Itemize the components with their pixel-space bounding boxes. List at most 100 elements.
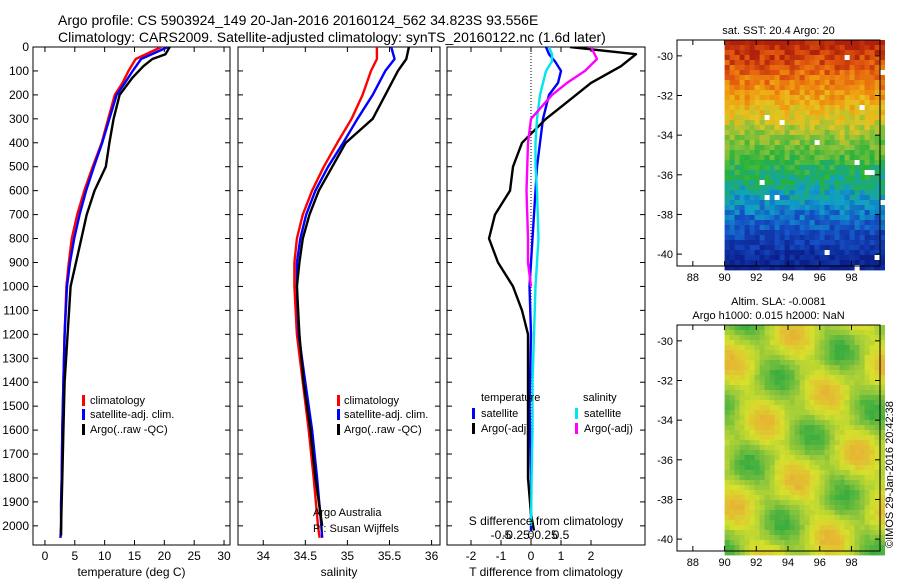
heatmap-cell <box>869 480 875 486</box>
heatmap-cell <box>849 195 855 201</box>
heatmap-cell <box>789 325 795 331</box>
heatmap-cell <box>799 495 805 501</box>
heatmap-cell <box>804 190 810 196</box>
heatmap-cell <box>779 385 785 391</box>
heatmap-cell <box>764 325 770 331</box>
heatmap-cell <box>774 60 780 66</box>
heatmap-cell <box>824 460 830 466</box>
heatmap-cell <box>739 535 745 541</box>
heatmap-cell <box>779 120 785 126</box>
heatmap-cell <box>869 40 875 46</box>
heatmap-cell <box>864 180 870 186</box>
heatmap-cell <box>864 385 870 391</box>
heatmap-cell <box>784 390 790 396</box>
heatmap-cell <box>879 125 885 131</box>
heatmap-cell <box>864 500 870 506</box>
heatmap-cell <box>774 355 780 361</box>
heatmap-cell <box>789 130 795 136</box>
heatmap-cell <box>824 440 830 446</box>
heatmap-cell <box>844 365 850 371</box>
heatmap-cell <box>824 430 830 436</box>
heatmap-cell <box>839 230 845 236</box>
heatmap-cell <box>779 60 785 66</box>
heatmap-cell <box>759 75 765 81</box>
heatmap-cell <box>754 260 760 266</box>
heatmap-cell <box>839 350 845 356</box>
heatmap-cell <box>809 130 815 136</box>
heatmap-cell <box>839 370 845 376</box>
heatmap-cell <box>874 205 880 211</box>
heatmap-cell <box>774 50 780 56</box>
heatmap-cell <box>854 85 860 91</box>
heatmap-cell <box>839 120 845 126</box>
x-tick-label: 35.5 <box>378 549 402 563</box>
heatmap-cell <box>844 440 850 446</box>
heatmap-cell <box>724 165 730 171</box>
heatmap-cell <box>764 75 770 81</box>
heatmap-cell <box>864 425 870 431</box>
heatmap-cell <box>759 195 765 201</box>
heatmap-cell <box>729 265 735 271</box>
heatmap-cell <box>809 65 815 71</box>
heatmap-cell <box>734 225 740 231</box>
heatmap-cell <box>779 360 785 366</box>
heatmap-cell <box>794 70 800 76</box>
heatmap-cell <box>734 170 740 176</box>
heatmap-cell <box>834 215 840 221</box>
heatmap-cell <box>724 405 730 411</box>
heatmap-cell <box>814 505 820 511</box>
heatmap-cell <box>744 185 750 191</box>
heatmap-cell <box>829 375 835 381</box>
heatmap-cell <box>804 165 810 171</box>
heatmap-cell <box>844 150 850 156</box>
heatmap-cell <box>759 205 765 211</box>
heatmap-cell <box>849 470 855 476</box>
heatmap-cell <box>869 200 875 206</box>
heatmap-cell <box>879 245 885 251</box>
heatmap-cell <box>829 95 835 101</box>
heatmap-cell <box>799 450 805 456</box>
heatmap-cell <box>754 235 760 241</box>
heatmap-cell <box>819 425 825 431</box>
heatmap-cell <box>749 180 755 186</box>
heatmap-cell <box>814 130 820 136</box>
heatmap-cell <box>814 440 820 446</box>
heatmap-cell <box>869 115 875 121</box>
heatmap-cell <box>814 150 820 156</box>
heatmap-cell <box>789 370 795 376</box>
heatmap-cell <box>854 540 860 546</box>
heatmap-cell <box>824 500 830 506</box>
heatmap-cell <box>774 525 780 531</box>
heatmap-cell <box>774 45 780 51</box>
heatmap-cell <box>739 330 745 336</box>
heatmap-cell <box>814 195 820 201</box>
heatmap-cell <box>774 160 780 166</box>
heatmap-cell <box>729 325 735 331</box>
heatmap-cell <box>814 340 820 346</box>
heatmap-cell <box>749 415 755 421</box>
y-tick-label: -40 <box>657 249 673 261</box>
heatmap-cell <box>809 455 815 461</box>
heatmap-cell <box>789 200 795 206</box>
heatmap-cell <box>759 220 765 226</box>
heatmap-cell <box>804 100 810 106</box>
heatmap-cell <box>859 145 865 151</box>
heatmap-cell <box>754 370 760 376</box>
heatmap-cell <box>799 150 805 156</box>
heatmap-cell <box>859 160 865 166</box>
heatmap-cell <box>774 80 780 86</box>
heatmap-cell <box>754 455 760 461</box>
heatmap-cell <box>879 70 885 76</box>
heatmap-cell <box>789 440 795 446</box>
heatmap-cell <box>799 180 805 186</box>
heatmap-cell <box>819 360 825 366</box>
heatmap-cell <box>859 490 865 496</box>
heatmap-cell <box>744 330 750 336</box>
heatmap-cell <box>794 360 800 366</box>
heatmap-cell <box>814 80 820 86</box>
heatmap-cell <box>809 335 815 341</box>
heatmap-cell <box>769 510 775 516</box>
heatmap-cell <box>789 385 795 391</box>
heatmap-cell <box>839 420 845 426</box>
heatmap-cell <box>814 115 820 121</box>
